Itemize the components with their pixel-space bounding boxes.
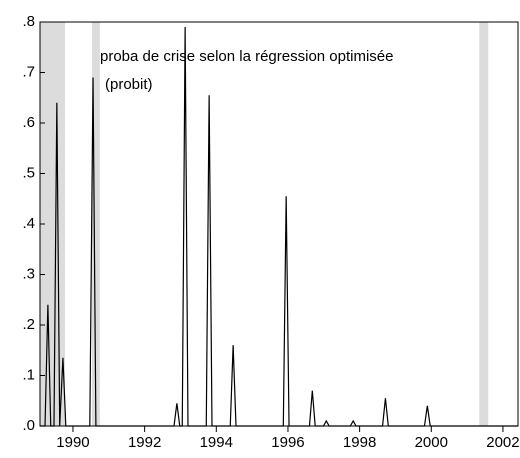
- y-tick-label: .7: [22, 63, 35, 80]
- y-tick-label: .0: [22, 417, 35, 434]
- x-tick-label: 1994: [200, 434, 233, 451]
- x-tick-label: 2000: [415, 434, 448, 451]
- x-tick-label: 1992: [128, 434, 161, 451]
- y-tick-label: .5: [22, 164, 35, 181]
- y-tick-label: .8: [22, 13, 35, 30]
- ticks: .0 .1 .2 .3 .4 .5 .6 .7 .8 1990 1992 1994 1996 1998 20…: [22, 13, 519, 451]
- shaded-period: [479, 22, 489, 426]
- x-tick-label: 1998: [343, 434, 376, 451]
- shaded-period: [91, 22, 100, 426]
- y-tick-label: .1: [22, 366, 35, 383]
- x-tick-label: 1990: [56, 434, 89, 451]
- y-tick-label: .3: [22, 265, 35, 282]
- y-tick-label: .2: [22, 316, 35, 333]
- x-tick-label: 1996: [271, 434, 304, 451]
- annotation: (probit): [105, 76, 153, 93]
- annotation: proba de crise selon la régression optim…: [100, 48, 394, 65]
- plot-frame: [39, 21, 519, 427]
- x-tick-label: 2002: [486, 434, 519, 451]
- y-tick-label: .4: [22, 215, 35, 232]
- y-tick-label: .6: [22, 114, 35, 131]
